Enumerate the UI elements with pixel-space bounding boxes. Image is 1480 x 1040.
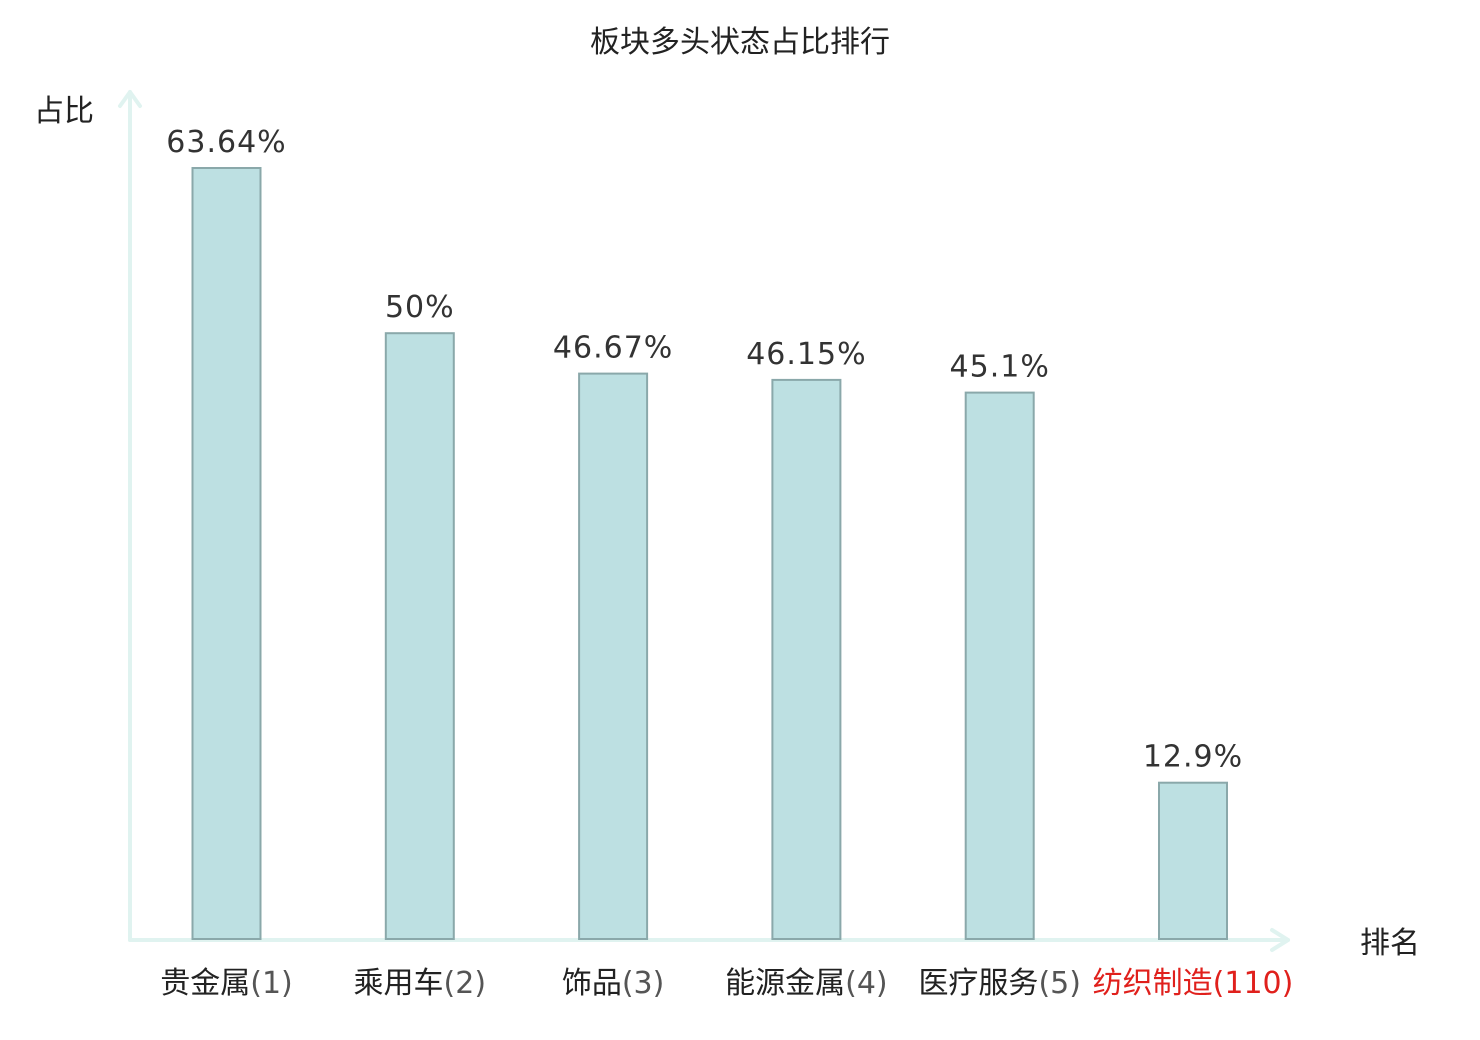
bar-4 bbox=[771, 378, 842, 940]
category-rank: (110) bbox=[1213, 966, 1294, 1001]
category-label-1: 贵金属(1) bbox=[160, 966, 293, 1001]
category-label-4: 能源金属(4) bbox=[725, 966, 888, 1001]
category-name: 饰品 bbox=[562, 966, 622, 1001]
value-labels-group: 63.64% 50% 46.67% 46.15% 45.1% 12.9% bbox=[166, 125, 1243, 775]
category-name: 贵金属 bbox=[160, 966, 250, 1001]
bars-group bbox=[191, 167, 1228, 941]
y-axis-label: 占比 bbox=[34, 94, 94, 129]
category-label-6: 纺织制造(110) bbox=[1093, 966, 1294, 1001]
value-label-3: 46.67% bbox=[553, 331, 673, 366]
category-name: 乘用车 bbox=[354, 966, 444, 1001]
x-axis-arrow-icon bbox=[1270, 928, 1290, 952]
bar-3 bbox=[578, 372, 649, 941]
x-axis-label: 排名 bbox=[1360, 926, 1420, 961]
category-rank: (4) bbox=[845, 966, 888, 1001]
bar-6 bbox=[1158, 781, 1228, 941]
bar-1 bbox=[191, 167, 262, 940]
category-label-2: 乘用车(2) bbox=[354, 966, 487, 1001]
category-labels-group: 贵金属(1) 乘用车(2) 饰品(3) 能源金属(4) 医疗服务(5) 纺织制造(110) bbox=[160, 966, 1293, 1001]
chart-title: 板块多头状态占比排行 bbox=[590, 25, 890, 60]
bar-5 bbox=[964, 391, 1035, 941]
category-name: 能源金属 bbox=[725, 966, 845, 1001]
category-name: 医疗服务 bbox=[918, 966, 1038, 1001]
category-name: 纺织制造 bbox=[1093, 966, 1213, 1001]
y-axis-arrow-icon bbox=[118, 90, 142, 108]
category-label-3: 饰品(3) bbox=[562, 966, 665, 1001]
bar-2 bbox=[384, 332, 455, 940]
value-label-1: 63.64% bbox=[166, 125, 286, 160]
category-rank: (3) bbox=[622, 966, 665, 1001]
category-rank: (2) bbox=[444, 966, 487, 1001]
category-label-5: 医疗服务(5) bbox=[918, 966, 1080, 1001]
category-rank: (5) bbox=[1038, 966, 1081, 1001]
value-label-4: 46.15% bbox=[746, 337, 866, 372]
value-label-6: 12.9% bbox=[1143, 740, 1243, 775]
value-label-2: 50% bbox=[385, 290, 455, 325]
value-label-5: 45.1% bbox=[950, 350, 1050, 385]
category-rank: (1) bbox=[250, 966, 293, 1001]
